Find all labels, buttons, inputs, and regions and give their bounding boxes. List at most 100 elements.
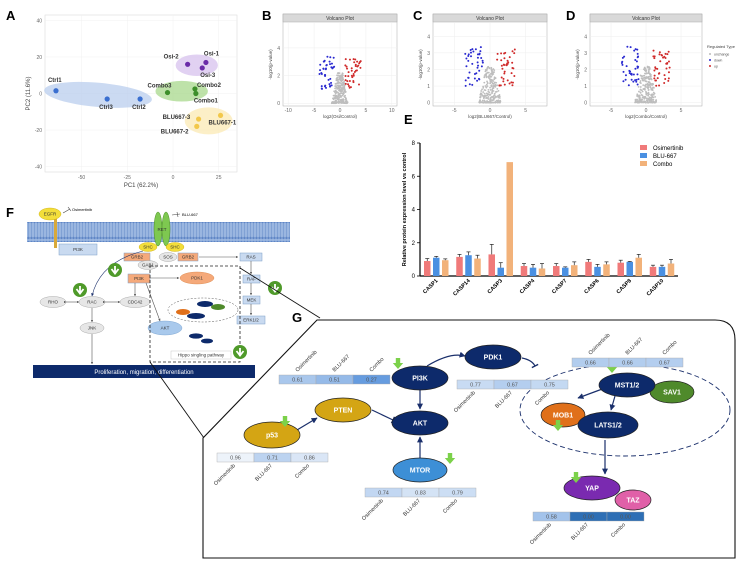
unchanged-point (638, 97, 641, 100)
point-label: Ctrl3 (99, 105, 113, 111)
unchanged-point (651, 88, 654, 90)
up-point (658, 51, 661, 54)
up-point (500, 64, 503, 67)
unchanged-point (486, 71, 489, 74)
unchanged-point (497, 94, 500, 97)
down-point (479, 46, 482, 49)
unchanged-point (498, 97, 501, 99)
unchanged-point (496, 87, 499, 90)
unchanged-point (487, 88, 490, 91)
down-point (324, 67, 327, 70)
data-point (104, 96, 110, 102)
unchanged-point (646, 100, 649, 102)
down-point (636, 52, 639, 55)
legend-swatch (640, 145, 647, 150)
node-pten (314, 397, 372, 423)
down-point (327, 78, 330, 81)
bar (465, 255, 472, 276)
value-cell (438, 487, 477, 498)
node-label-sav1: SAV1 (663, 390, 681, 397)
arrow (145, 282, 161, 322)
raf-label: RAF (247, 277, 256, 282)
unchanged-point (335, 77, 338, 80)
up-point (496, 52, 499, 55)
zoom-connector-line (239, 267, 321, 319)
unchanged-point (647, 70, 650, 73)
unchanged-point (652, 86, 654, 89)
down-point (629, 46, 632, 49)
unchanged-point (480, 90, 483, 92)
unchanged-point (337, 72, 340, 75)
down-point (622, 70, 625, 73)
point-label: BLU667-1 (209, 120, 237, 126)
unchanged-point (648, 66, 651, 68)
up-point (668, 66, 671, 69)
legend-swatch (640, 153, 647, 158)
unchanged-point (343, 84, 346, 87)
value-text: 0.79 (452, 491, 463, 497)
p53-to-pten-arrow (296, 417, 318, 431)
down-point (320, 73, 323, 76)
unchanged-point (488, 67, 491, 70)
y-tick-label: 8 (412, 141, 416, 147)
point-label: Osi-2 (164, 54, 180, 60)
unchanged-point (338, 89, 341, 92)
unchanged-point (638, 90, 640, 93)
group-ellipse (175, 54, 218, 76)
shc-right-label: SHC (170, 245, 180, 250)
y-axis-label: PC2 (11.6%) (26, 77, 32, 111)
up-point (347, 83, 350, 86)
unchanged-point (489, 99, 492, 102)
up-point (666, 62, 669, 65)
down-point (329, 63, 332, 66)
unchanged-point (643, 84, 646, 87)
value-text: 0.71 (267, 456, 278, 462)
pi3k-membrane-label: PI3K (73, 247, 83, 252)
down-point (328, 83, 331, 86)
up-point (354, 64, 357, 67)
unchanged-point (491, 81, 493, 84)
up-point (653, 69, 656, 72)
down-arrow-icon (606, 362, 618, 373)
value-text: 0.83 (415, 491, 426, 497)
up-point (511, 50, 514, 53)
node-mtor (392, 457, 448, 483)
up-point (506, 62, 509, 65)
unchanged-point (488, 74, 491, 76)
y-axis-label: -log10(p-value) (268, 49, 273, 80)
unchanged-point (336, 101, 339, 104)
rac-label: RAC (87, 300, 97, 305)
down-arrow-icon (110, 266, 120, 275)
node-label-taz: TAZ (626, 498, 640, 505)
bar (529, 267, 537, 276)
unchanged-point (492, 87, 495, 90)
jnk-shape (79, 322, 105, 334)
down-point (624, 74, 627, 77)
node-lats (577, 411, 639, 439)
up-point (500, 76, 503, 79)
unchanged-point (490, 92, 493, 94)
node-taz (614, 489, 652, 511)
up-point (350, 67, 353, 70)
down-point (630, 78, 633, 81)
grb2-right-label: GRB2 (182, 255, 195, 260)
x-axis-label: PC1 (62.2%) (124, 183, 158, 189)
sos-label: SOS (163, 255, 173, 260)
unchanged-point (644, 72, 646, 75)
unchanged-point (489, 98, 492, 100)
down-point (630, 73, 633, 76)
down-point (468, 83, 471, 86)
unchanged-point (484, 70, 487, 73)
up-point (499, 84, 502, 87)
up-point (344, 75, 347, 78)
bar (474, 258, 481, 276)
legend-title: Regulated Type (707, 44, 736, 49)
unchanged-point (336, 79, 339, 82)
node-akt (391, 410, 449, 436)
unchanged-point (334, 87, 336, 90)
grb2-right-shape (177, 252, 199, 262)
unchanged-point (481, 94, 484, 96)
unchanged-point (651, 93, 654, 96)
unchanged-point (487, 98, 490, 100)
legend-swatch (709, 59, 711, 61)
